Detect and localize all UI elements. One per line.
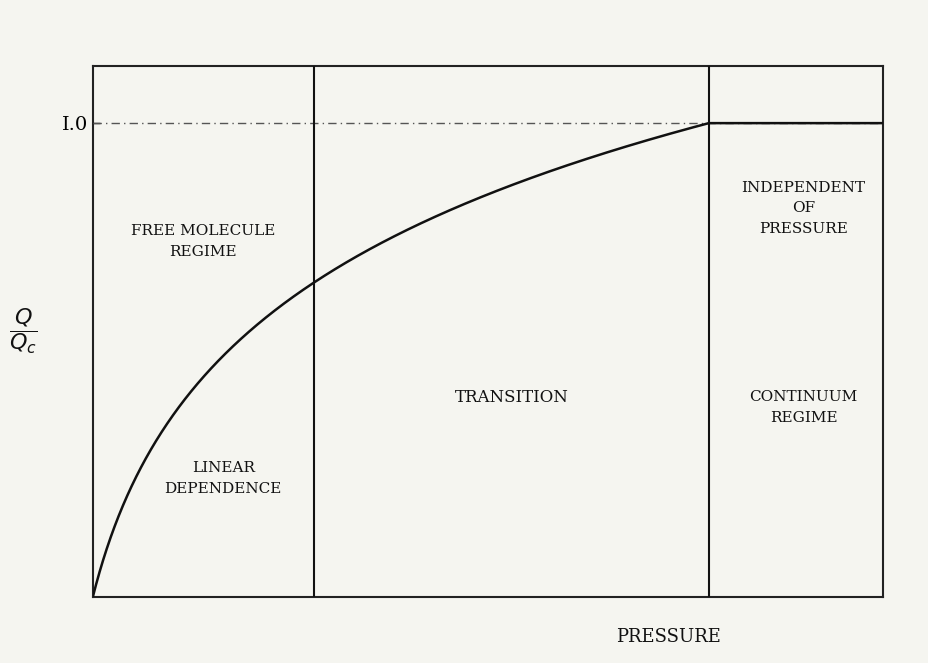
Text: FREE MOLECULE
REGIME: FREE MOLECULE REGIME <box>131 224 276 259</box>
Text: CONTINUUM
REGIME: CONTINUUM REGIME <box>749 390 857 424</box>
Text: LINEAR
DEPENDENCE: LINEAR DEPENDENCE <box>164 461 281 496</box>
Text: PRESSURE: PRESSURE <box>616 629 720 646</box>
Text: INDEPENDENT
OF
PRESSURE: INDEPENDENT OF PRESSURE <box>741 181 865 236</box>
Text: TRANSITION: TRANSITION <box>454 389 568 406</box>
Text: $\dfrac{Q}{Q_c}$: $\dfrac{Q}{Q_c}$ <box>9 307 37 356</box>
